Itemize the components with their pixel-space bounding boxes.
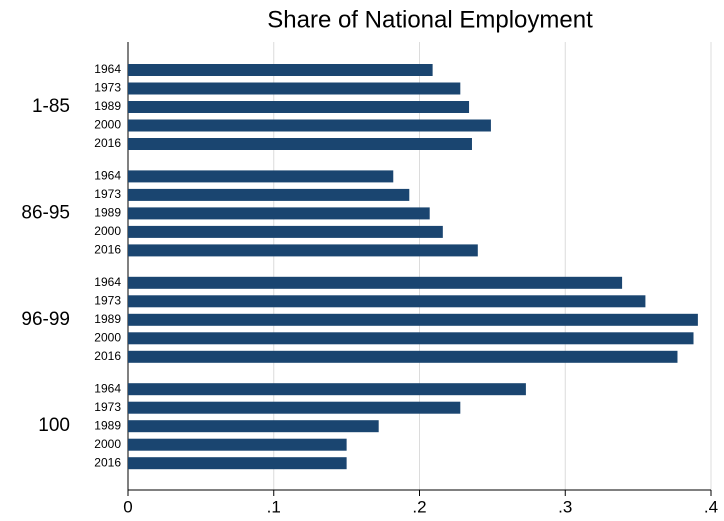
y-tick-label: 1973 — [94, 400, 121, 414]
y-tick-label: 2000 — [94, 330, 121, 344]
bar — [128, 101, 470, 113]
bar — [128, 350, 678, 363]
bar — [128, 383, 526, 396]
bar — [128, 119, 491, 132]
bar — [128, 225, 443, 238]
y-tick-label: 1964 — [94, 275, 121, 289]
y-tick-label: 1973 — [94, 187, 121, 201]
bar — [128, 188, 410, 201]
y-tick-label: 2000 — [94, 437, 121, 451]
bar — [128, 420, 379, 433]
bar — [128, 457, 347, 470]
y-tick-label: 1964 — [94, 381, 121, 395]
bar — [128, 138, 472, 150]
y-tick-label: 2000 — [94, 118, 121, 132]
x-tick-label: .2 — [412, 497, 426, 516]
bar — [128, 313, 698, 326]
y-tick-label: 1973 — [94, 293, 121, 307]
x-tick-label: 0 — [123, 497, 132, 516]
bar — [128, 295, 646, 308]
y-tick-label: 2000 — [94, 224, 121, 238]
y-tick-label: 2016 — [94, 136, 121, 150]
bar — [128, 82, 461, 95]
y-tick-label: 2016 — [94, 243, 121, 257]
group-label: 86-95 — [21, 202, 70, 223]
bar — [128, 401, 461, 414]
group-label: 96-99 — [21, 309, 70, 330]
y-tick-label: 2016 — [94, 349, 121, 363]
y-tick-label: 1964 — [94, 62, 121, 76]
y-tick-label: 1973 — [94, 81, 121, 95]
chart-title: Share of National Employment — [267, 6, 593, 33]
y-tick-label: 1964 — [94, 169, 121, 183]
y-tick-label: 2016 — [94, 455, 121, 469]
y-tick-label: 1989 — [94, 206, 121, 220]
bar — [128, 207, 430, 220]
bar — [128, 276, 623, 289]
x-tick-label: .3 — [558, 497, 572, 516]
y-tick-label: 1989 — [94, 312, 121, 326]
bar — [128, 438, 347, 451]
bar — [128, 64, 433, 76]
bar — [128, 332, 694, 345]
x-tick-label: .4 — [704, 497, 718, 516]
bar — [128, 170, 394, 183]
x-tick-label: .1 — [267, 497, 281, 516]
bar — [128, 244, 478, 257]
y-tick-label: 1989 — [94, 418, 121, 432]
group-label: 1-85 — [32, 96, 70, 117]
y-tick-label: 1989 — [94, 99, 121, 113]
group-label: 100 — [38, 415, 70, 436]
